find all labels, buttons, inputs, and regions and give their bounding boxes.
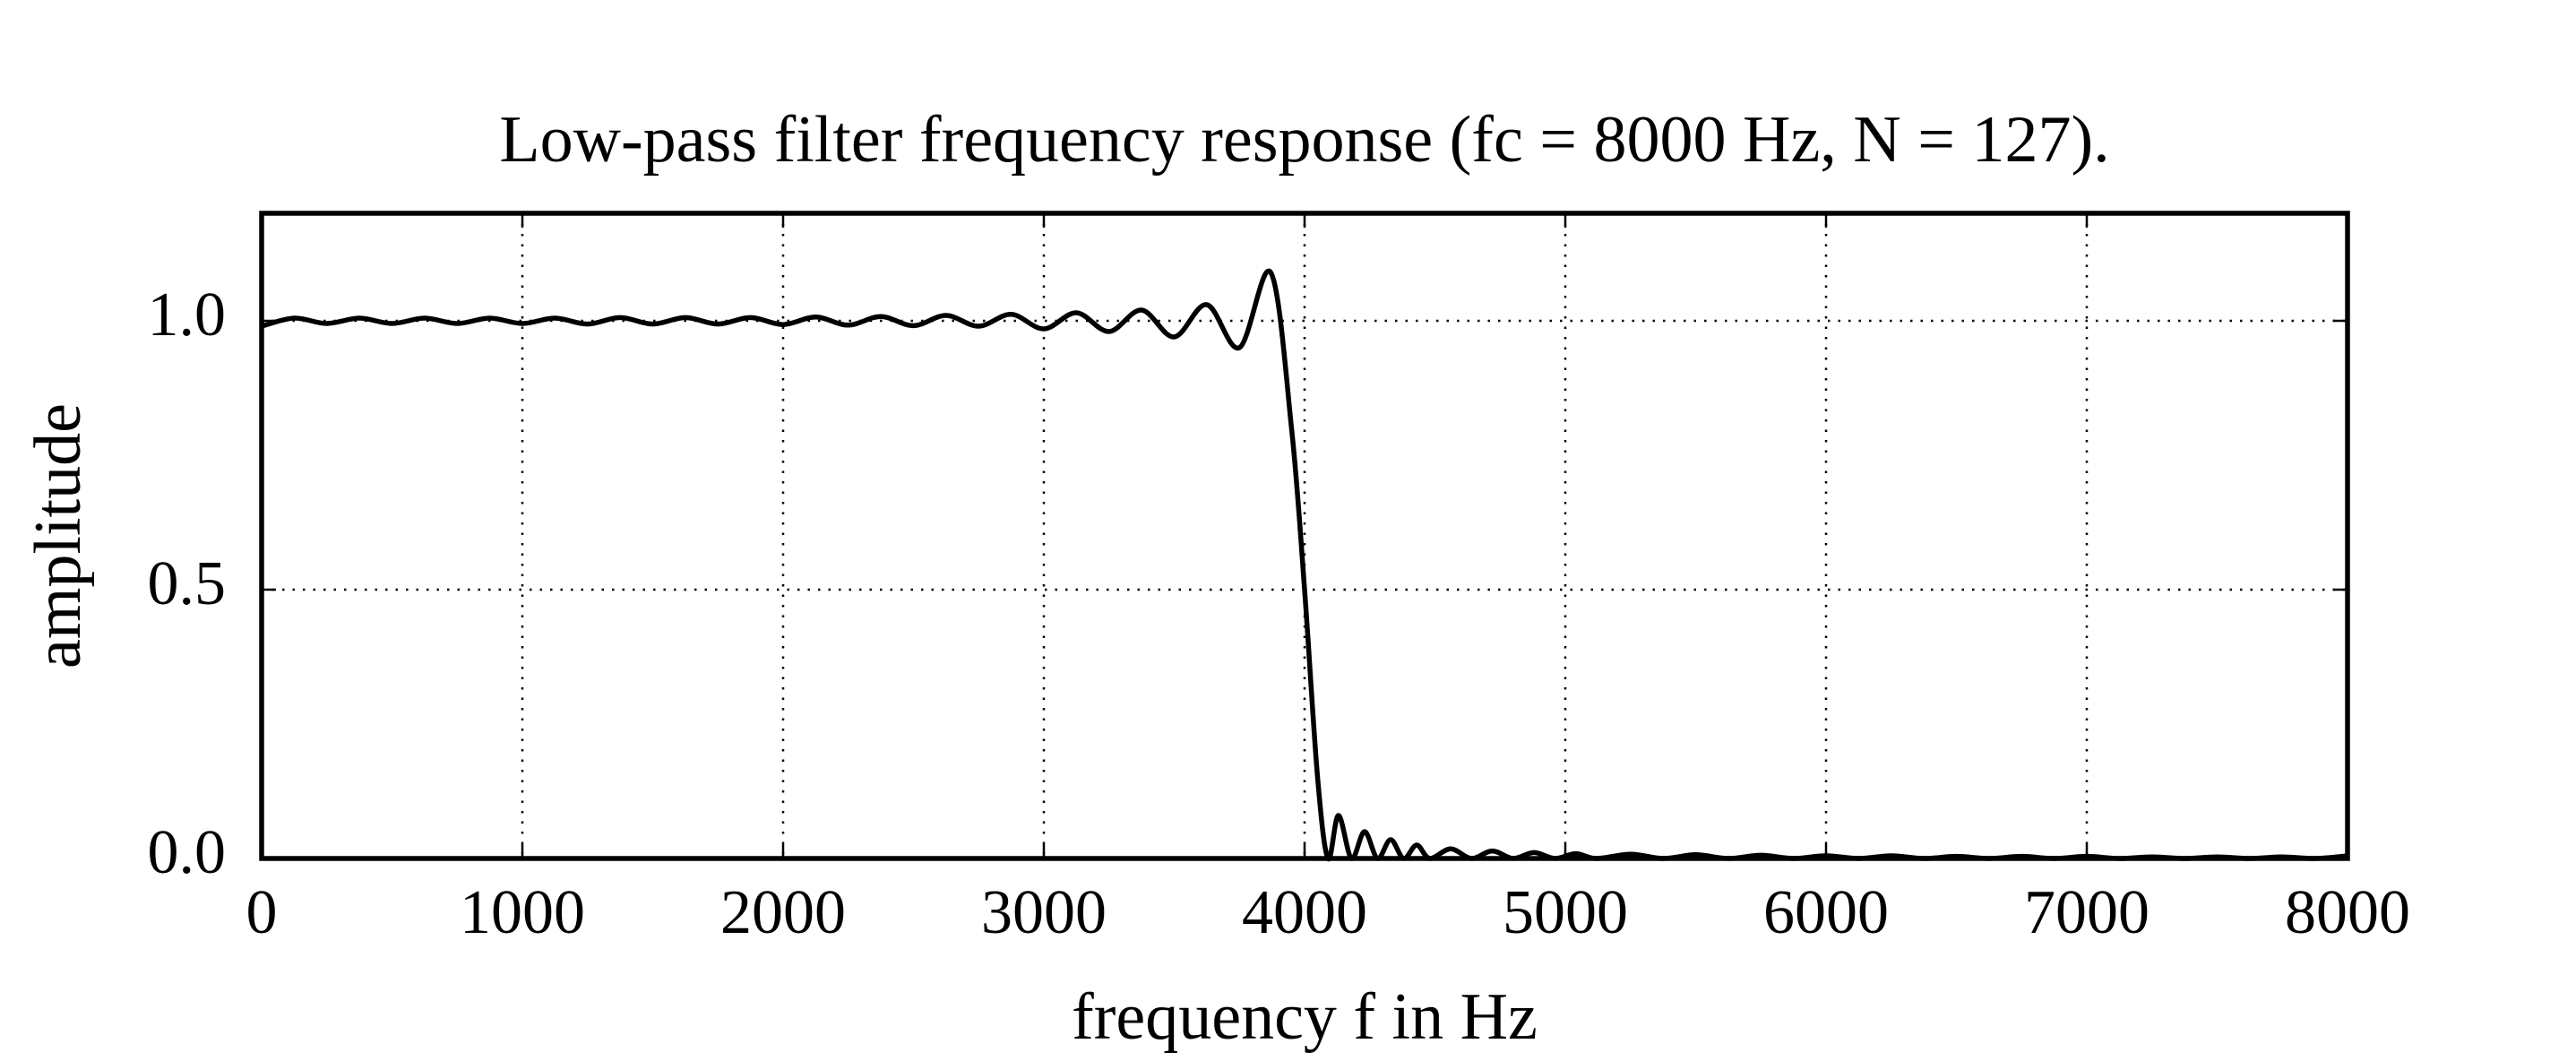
y-tick-label: 0.0: [148, 818, 227, 887]
x-axis-label: frequency f in Hz: [1072, 980, 1538, 1054]
x-tick-label: 8000: [2285, 878, 2410, 947]
chart-title: Low-pass filter frequency response (fc =…: [499, 103, 2109, 177]
plot-frame: [259, 211, 2350, 861]
x-tick-label: 3000: [981, 878, 1107, 947]
y-axis-label: amplitude: [22, 403, 95, 669]
x-tick-label: 6000: [1763, 878, 1889, 947]
x-tick-label: 7000: [2024, 878, 2150, 947]
y-tick-label: 1.0: [148, 280, 227, 349]
y-tick-label: 0.5: [148, 549, 227, 618]
x-tick-label: 1000: [460, 878, 585, 947]
x-tick-label: 5000: [1503, 878, 1628, 947]
x-tick-label: 4000: [1242, 878, 1367, 947]
x-tick-label: 2000: [720, 878, 846, 947]
x-tick-label: 0: [246, 878, 278, 947]
